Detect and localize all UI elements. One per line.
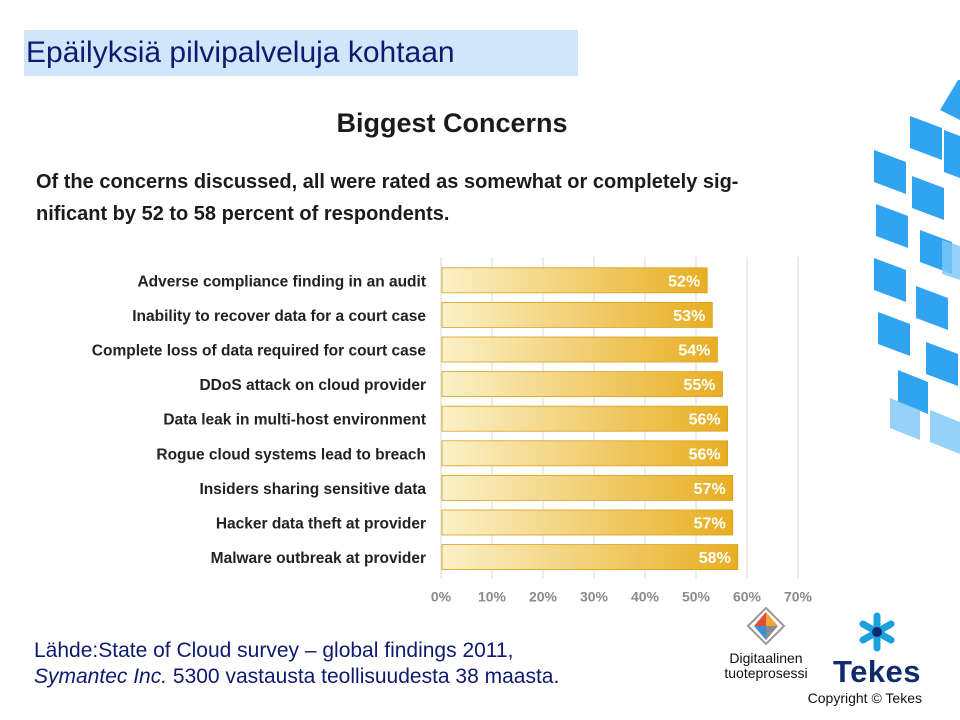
chart-subtitle-line-2: nificant by 52 to 58 percent of responde… — [36, 203, 450, 225]
source-publisher: Symantec Inc. — [34, 665, 168, 688]
category-label: Inability to recover data for a court ca… — [132, 308, 426, 325]
digitaalinen-tuoteprosessi-logo: Digitaalinen tuoteprosessi — [716, 606, 816, 681]
bar — [441, 267, 708, 294]
category-label: DDoS attack on cloud provider — [199, 377, 426, 394]
chart-panel: Biggest Concerns Of the concerns discuss… — [34, 98, 870, 610]
bar-value-label: 52% — [668, 273, 700, 290]
chart-labels: 52% Adverse compliance finding in an audi… — [92, 273, 731, 567]
chart-subtitle: Of the concerns discussed, all were rate… — [36, 166, 866, 230]
slide-title: Epäilyksiä pilvipalveluja kohtaan — [24, 30, 578, 76]
category-label: Insiders sharing sensitive data — [199, 481, 426, 498]
source-details: 5300 vastausta teollisuudesta 38 maasta. — [167, 665, 560, 688]
bar-value-label: 53% — [673, 308, 705, 325]
bar — [441, 544, 739, 571]
bar — [441, 474, 734, 501]
category-label: Malware outbreak at provider — [211, 550, 426, 567]
category-label: Rogue cloud systems lead to breach — [156, 446, 426, 463]
digi-logo-line-1: Digitaalinen — [729, 650, 803, 666]
tekes-star-icon — [859, 612, 895, 652]
chart-subtitle-line-1: Of the concerns discussed, all were rate… — [36, 171, 739, 193]
tekes-wordmark: Tekes — [832, 654, 922, 689]
chart-bars — [441, 267, 739, 571]
category-label: Adverse compliance finding in an audit — [137, 273, 426, 290]
bar-value-label: 57% — [694, 481, 726, 498]
copyright-notice: Copyright © Tekes — [807, 690, 922, 706]
bar — [441, 301, 713, 328]
x-tick-label: 70% — [784, 588, 813, 604]
bar-value-label: 58% — [699, 550, 731, 567]
decorative-blue-squares — [874, 80, 960, 454]
bar — [441, 405, 729, 432]
category-label: Complete loss of data required for court… — [92, 343, 427, 360]
bar-value-label: 57% — [694, 516, 726, 533]
digi-logo-line-2: tuoteprosessi — [724, 665, 808, 681]
bar — [441, 509, 734, 536]
bar-chart: 52% Adverse compliance finding in an audi… — [92, 257, 813, 604]
chart-title: Biggest Concerns — [336, 108, 568, 138]
x-tick-label: 50% — [682, 588, 711, 604]
chart-x-ticks: 0% 10% 20% 30% 40% 50% 60% 70% — [431, 588, 813, 604]
x-tick-label: 0% — [431, 588, 452, 604]
source-citation: Lähde:State of Cloud survey – global fin… — [34, 638, 694, 690]
x-tick-label: 30% — [580, 588, 609, 604]
digi-logo-icon — [746, 606, 786, 646]
x-tick-label: 10% — [478, 588, 507, 604]
bar — [441, 371, 723, 398]
x-tick-label: 60% — [733, 588, 762, 604]
source-line-2: Symantec Inc. 5300 vastausta teollisuude… — [34, 664, 694, 690]
category-label: Hacker data theft at provider — [216, 516, 426, 533]
bar — [441, 440, 729, 467]
tekes-logo: Tekes — [824, 612, 930, 687]
bar-value-label: 56% — [689, 412, 721, 429]
bar — [441, 336, 718, 363]
x-tick-label: 20% — [529, 588, 558, 604]
source-line-1: Lähde:State of Cloud survey – global fin… — [34, 639, 514, 662]
category-label: Data leak in multi-host environment — [163, 412, 426, 429]
bar-value-label: 56% — [689, 446, 721, 463]
bar-value-label: 55% — [683, 377, 715, 394]
x-tick-label: 40% — [631, 588, 660, 604]
bar-value-label: 54% — [678, 343, 710, 360]
